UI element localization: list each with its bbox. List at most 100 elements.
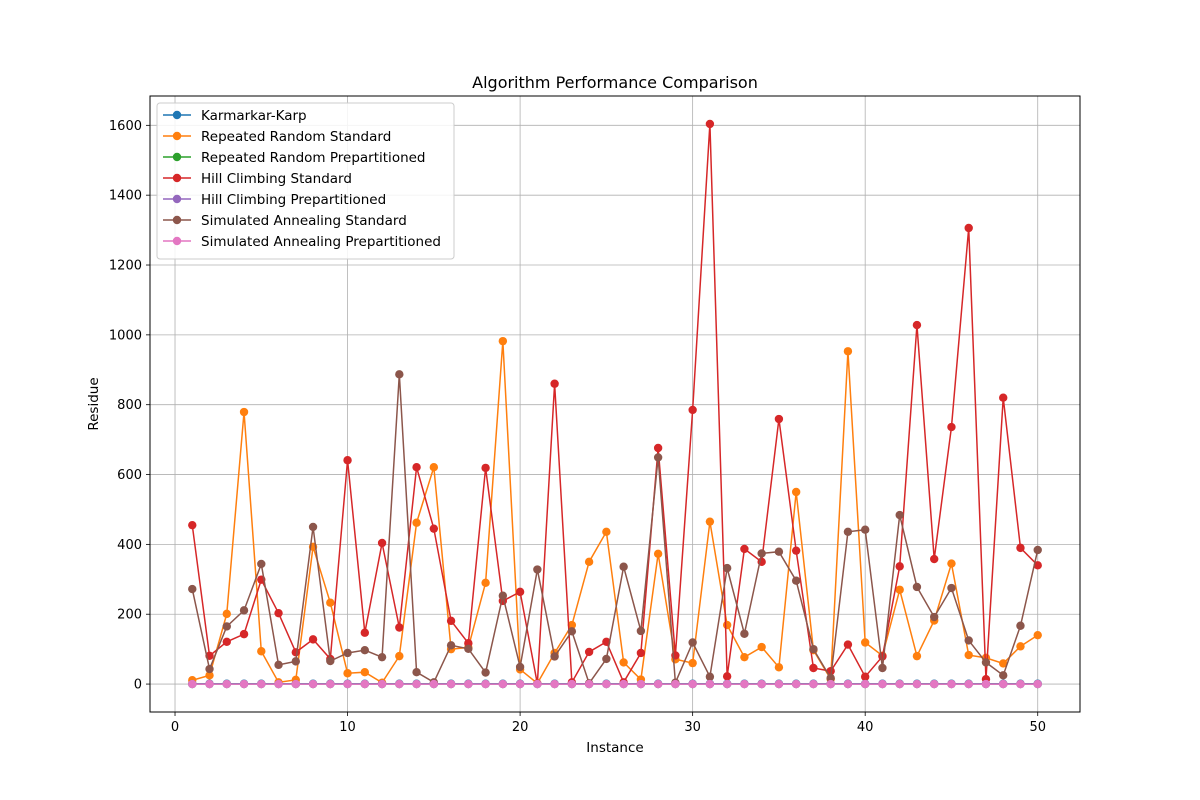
data-point bbox=[1033, 679, 1042, 689]
legend-entry: Repeated Random Standard bbox=[163, 129, 391, 145]
data-point bbox=[619, 679, 628, 689]
data-point bbox=[912, 679, 922, 689]
data-point bbox=[550, 379, 559, 388]
data-point bbox=[395, 651, 404, 661]
series-simulated-annealing-prepartitioned bbox=[188, 679, 1042, 689]
y-tick-label: 200 bbox=[117, 608, 142, 623]
data-point bbox=[705, 679, 715, 689]
data-point bbox=[740, 679, 749, 689]
data-point bbox=[222, 609, 231, 619]
x-tick-label: 10 bbox=[339, 720, 356, 735]
series-hill-climbing-standard bbox=[188, 119, 1042, 688]
data-point bbox=[550, 652, 559, 661]
data-point bbox=[930, 612, 939, 622]
data-point bbox=[619, 658, 628, 667]
data-point bbox=[705, 119, 715, 129]
data-point bbox=[412, 518, 421, 527]
data-point bbox=[481, 463, 490, 473]
y-tick-label: 1000 bbox=[109, 328, 142, 343]
data-point bbox=[602, 527, 611, 537]
data-point bbox=[464, 644, 473, 653]
legend-label: Simulated Annealing Standard bbox=[201, 213, 407, 229]
data-point bbox=[239, 407, 249, 417]
data-point bbox=[878, 652, 887, 661]
data-point bbox=[860, 525, 870, 534]
x-tick-label: 50 bbox=[1029, 720, 1046, 735]
y-tick-label: 1600 bbox=[109, 119, 142, 134]
data-point bbox=[757, 549, 766, 558]
data-point bbox=[343, 669, 352, 678]
data-point bbox=[429, 679, 439, 689]
data-point bbox=[550, 679, 559, 689]
data-point bbox=[343, 648, 352, 658]
data-point bbox=[999, 679, 1008, 689]
data-point bbox=[1016, 642, 1025, 651]
data-point bbox=[722, 679, 732, 689]
legend-entry: Simulated Annealing Prepartitioned bbox=[163, 234, 441, 250]
data-point bbox=[188, 679, 197, 689]
data-point bbox=[912, 651, 922, 661]
data-point bbox=[791, 487, 801, 497]
data-point bbox=[584, 679, 594, 689]
data-point bbox=[377, 652, 387, 662]
data-point bbox=[843, 527, 853, 537]
data-point bbox=[722, 672, 732, 681]
data-point bbox=[619, 562, 628, 571]
data-point bbox=[308, 635, 318, 644]
data-point bbox=[446, 679, 456, 689]
data-point bbox=[809, 663, 818, 673]
legend-label: Hill Climbing Prepartitioned bbox=[201, 192, 386, 208]
data-point bbox=[412, 679, 421, 689]
data-point bbox=[843, 679, 853, 689]
data-point bbox=[705, 517, 715, 526]
data-point bbox=[481, 578, 490, 587]
data-point bbox=[895, 562, 904, 571]
data-point bbox=[395, 679, 404, 689]
data-point bbox=[515, 587, 525, 597]
data-point bbox=[1016, 621, 1025, 630]
data-point bbox=[912, 320, 922, 330]
data-point bbox=[1033, 630, 1042, 640]
data-point bbox=[308, 522, 318, 532]
x-tick-label: 40 bbox=[857, 720, 874, 735]
data-point bbox=[947, 422, 956, 432]
data-point bbox=[930, 679, 939, 689]
data-point bbox=[239, 679, 249, 689]
data-point bbox=[999, 671, 1008, 680]
y-tick-label: 1400 bbox=[109, 189, 142, 204]
legend-entry: Hill Climbing Prepartitioned bbox=[163, 192, 386, 208]
data-point bbox=[326, 656, 335, 666]
data-point bbox=[481, 668, 490, 677]
legend-marker bbox=[172, 215, 182, 225]
legend-entry: Hill Climbing Standard bbox=[163, 171, 352, 187]
x-tick-label: 30 bbox=[684, 720, 701, 735]
legend-entry: Simulated Annealing Standard bbox=[163, 213, 407, 229]
data-point bbox=[722, 620, 732, 630]
data-point bbox=[740, 629, 749, 638]
data-point bbox=[688, 679, 697, 689]
data-point bbox=[515, 662, 525, 672]
data-point bbox=[498, 336, 508, 346]
data-point bbox=[584, 647, 594, 657]
data-point bbox=[567, 679, 577, 689]
legend-marker bbox=[172, 131, 182, 141]
data-point bbox=[757, 679, 766, 689]
data-point bbox=[308, 679, 318, 689]
data-point bbox=[964, 679, 973, 689]
data-point bbox=[205, 679, 214, 689]
data-point bbox=[239, 629, 249, 639]
data-point bbox=[412, 667, 421, 677]
data-point bbox=[205, 671, 214, 680]
y-tick-label: 0 bbox=[134, 678, 142, 693]
data-point bbox=[757, 642, 766, 652]
legend-marker bbox=[172, 110, 182, 120]
data-point bbox=[222, 637, 231, 647]
series-line bbox=[192, 341, 1039, 685]
data-point bbox=[895, 585, 904, 594]
data-point bbox=[774, 679, 784, 689]
data-point bbox=[740, 652, 749, 662]
data-point bbox=[602, 679, 611, 689]
data-point bbox=[809, 644, 818, 654]
legend-marker bbox=[172, 173, 182, 183]
data-point bbox=[636, 626, 646, 636]
